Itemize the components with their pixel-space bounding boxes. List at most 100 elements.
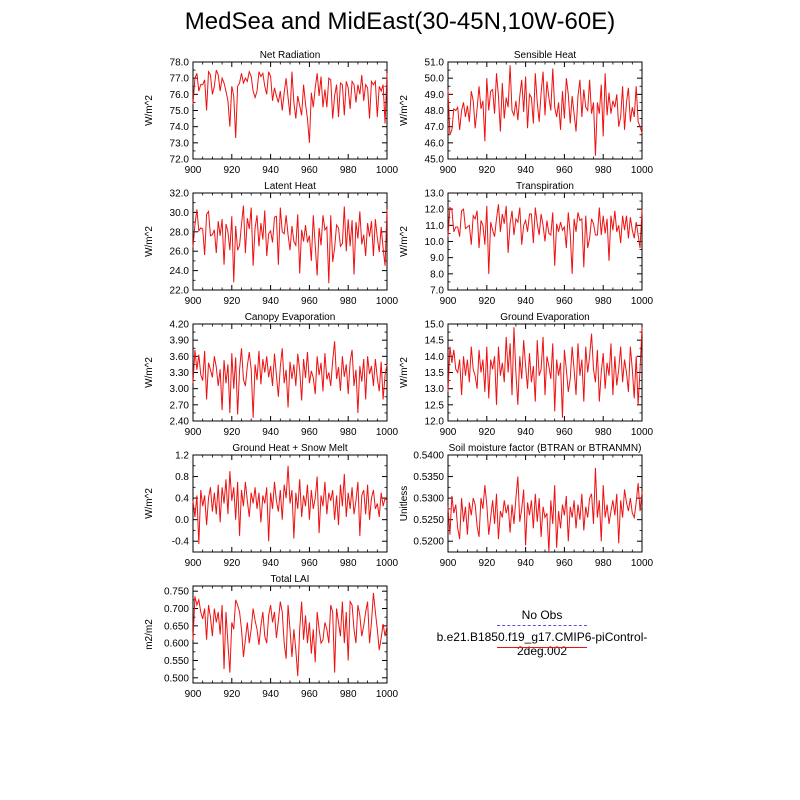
x-tick-label: 980 [595, 296, 612, 307]
x-tick-label: 960 [301, 558, 318, 569]
y-tick-label: 3.60 [170, 352, 190, 363]
y-tick-label: 0.500 [164, 673, 189, 684]
y-tick-label: 72.0 [170, 155, 190, 166]
x-tick-label: 900 [185, 427, 202, 438]
series-line [192, 592, 388, 677]
series-line [447, 204, 643, 274]
y-axis-label: Unitless [399, 486, 410, 522]
y-tick-label: 28.0 [170, 227, 190, 238]
x-tick-label: 980 [340, 689, 357, 700]
x-tick-label: 980 [340, 296, 357, 307]
x-tick-label: 980 [595, 165, 612, 176]
y-tick-label: 0.5200 [413, 537, 444, 548]
x-tick-label: 920 [223, 165, 240, 176]
panel-2: Sensible Heat W/m^2 900 920 940 960 980 1000 45.… [399, 50, 654, 176]
y-tick-label: 14.0 [425, 352, 445, 363]
x-tick-label: 940 [517, 165, 534, 176]
panel-8: Soil moisture factor (BTRAN or BTRANMN) U… [399, 443, 654, 569]
y-tick-label: 0.8 [175, 472, 189, 483]
x-tick-label: 980 [340, 427, 357, 438]
panel-9: Total LAI m2/m2 900 920 940 960 980 1000 0.500 0.… [144, 574, 399, 700]
y-tick-label: 0.650 [164, 621, 189, 632]
x-tick-label: 900 [440, 165, 457, 176]
legend-model-line-icon [497, 647, 587, 648]
y-tick-label: 10.0 [425, 237, 445, 248]
y-axis-label: W/m^2 [399, 357, 410, 388]
y-tick-label: 4.20 [170, 320, 190, 331]
panel-4: Transpiration W/m^2 900 920 940 960 980 1000 7.0… [399, 181, 654, 307]
x-tick-label: 1000 [376, 296, 399, 307]
y-tick-label: 0.4 [175, 494, 189, 505]
series-line [192, 465, 388, 544]
legend-model-entry: b.e21.B1850.f19_g17.CMIP6-piControl-2deg… [412, 630, 672, 658]
panel-7: Ground Heat + Snow Melt W/m^2 900 920 940 960… [144, 443, 399, 569]
page-title: MedSea and MidEast(30-45N,10W-60E) [184, 8, 616, 35]
y-tick-label: 0.600 [164, 639, 189, 650]
x-tick-label: 1000 [376, 689, 399, 700]
x-tick-label: 920 [478, 558, 495, 569]
y-tick-label: 1.2 [175, 451, 189, 462]
y-tick-label: 51.0 [425, 58, 445, 69]
x-tick-label: 940 [262, 427, 279, 438]
series-line [192, 205, 388, 284]
y-tick-label: 0.5300 [413, 494, 444, 505]
y-tick-label: 13.5 [425, 368, 445, 379]
x-tick-label: 900 [185, 558, 202, 569]
legend: No Obs b.e21.B1850.f19_g17.CMIP6-piContr… [412, 608, 672, 658]
y-tick-label: 15.0 [425, 320, 445, 331]
y-axis-label: W/m^2 [399, 226, 410, 257]
x-tick-label: 1000 [376, 165, 399, 176]
panel-1: Net Radiation W/m^2 900 920 940 960 980 1000 72.… [144, 50, 399, 176]
panel-title: Ground Evaporation [500, 312, 590, 323]
panel-frame [447, 323, 643, 422]
x-tick-label: 900 [440, 427, 457, 438]
x-tick-label: 960 [556, 165, 573, 176]
x-tick-label: 980 [340, 165, 357, 176]
panel-frame [192, 192, 388, 291]
x-tick-label: 940 [517, 296, 534, 307]
x-tick-label: 920 [223, 296, 240, 307]
x-tick-label: 980 [595, 427, 612, 438]
y-tick-label: 12.5 [425, 400, 445, 411]
x-tick-label: 960 [301, 689, 318, 700]
y-tick-label: 7.0 [430, 286, 444, 297]
y-tick-label: 45.0 [425, 155, 445, 166]
y-tick-label: 77.0 [170, 74, 190, 85]
y-tick-label: 0.750 [164, 587, 189, 598]
x-tick-label: 940 [517, 427, 534, 438]
y-tick-label: 48.0 [425, 106, 445, 117]
legend-obs-label: No Obs [521, 608, 563, 622]
series-line [192, 341, 388, 418]
y-tick-label: 3.30 [170, 368, 190, 379]
x-tick-label: 940 [262, 558, 279, 569]
panel-title: Total LAI [271, 574, 310, 585]
x-tick-label: 900 [185, 296, 202, 307]
y-tick-label: 22.0 [170, 286, 190, 297]
y-axis-label: W/m^2 [144, 357, 155, 388]
y-axis-label: W/m^2 [144, 95, 155, 126]
y-tick-label: 3.00 [170, 384, 190, 395]
y-tick-label: 12.0 [425, 205, 445, 216]
y-tick-label: 30.0 [170, 208, 190, 219]
x-tick-label: 960 [301, 165, 318, 176]
x-tick-label: 900 [185, 689, 202, 700]
y-tick-label: 78.0 [170, 58, 190, 69]
panel-title: Transpiration [516, 181, 574, 192]
y-tick-label: 11.0 [425, 221, 444, 232]
y-tick-label: 2.40 [170, 417, 190, 428]
x-tick-label: 960 [301, 296, 318, 307]
x-tick-label: 1000 [631, 558, 654, 569]
x-tick-label: 900 [440, 296, 457, 307]
y-tick-label: 76.0 [170, 90, 190, 101]
panel-6: Ground Evaporation W/m^2 900 920 940 960 980 10… [399, 312, 654, 438]
panel-5: Canopy Evaporation W/m^2 900 920 940 960 980 10… [144, 312, 399, 438]
y-axis-label: W/m^2 [399, 95, 410, 126]
panel-3: Latent Heat W/m^2 900 920 940 960 980 1000 22.0 2… [144, 181, 399, 307]
x-tick-label: 900 [440, 558, 457, 569]
y-tick-label: 12.0 [425, 417, 445, 428]
x-tick-label: 920 [223, 558, 240, 569]
y-tick-label: 0.700 [164, 604, 189, 615]
x-tick-label: 940 [262, 165, 279, 176]
y-axis-label: W/m^2 [144, 226, 155, 257]
